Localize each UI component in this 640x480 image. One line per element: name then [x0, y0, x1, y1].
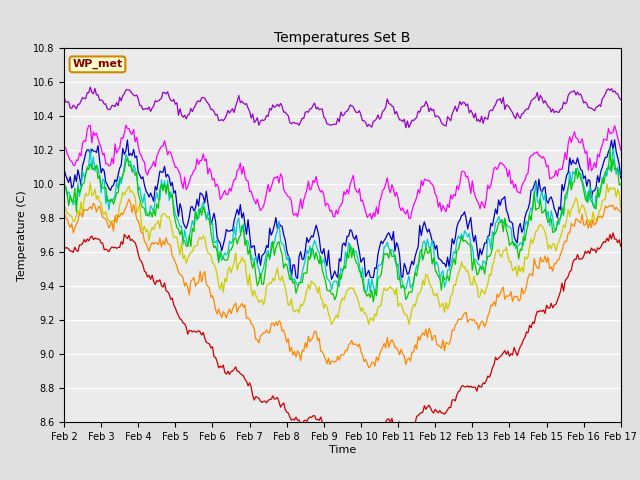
- Y-axis label: Temperature (C): Temperature (C): [17, 190, 28, 281]
- Legend: TC_B -32cm, TC_B -16cm, TC_B -8cm, TC_B -4cm, TC_B -2cm, TC_B +4cm, TC_B +8cm, T: TC_B -32cm, TC_B -16cm, TC_B -8cm, TC_B …: [70, 476, 614, 480]
- X-axis label: Time: Time: [329, 445, 356, 455]
- Text: WP_met: WP_met: [72, 59, 123, 70]
- Title: Temperatures Set B: Temperatures Set B: [274, 32, 411, 46]
